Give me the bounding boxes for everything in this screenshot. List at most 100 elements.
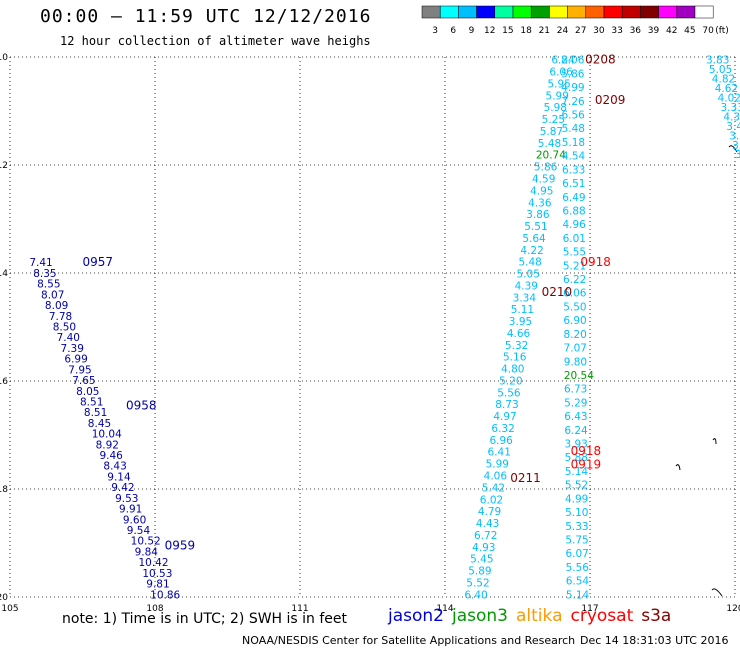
wave-height-value: 6.40 [464, 589, 487, 601]
wave-height-value: 6.43 [564, 411, 587, 423]
wave-height-value: 4.36 [528, 197, 552, 209]
scale-value: 9 [469, 26, 475, 36]
pass-time-label: 0918 [571, 444, 602, 458]
wave-height-value: 10.42 [138, 557, 168, 569]
wave-height-value: 10.53 [142, 568, 172, 580]
wave-height-value: 5.11 [511, 304, 534, 316]
wave-height-value: 9.53 [115, 493, 138, 505]
pass-time-label: 0918 [580, 255, 611, 269]
scale-value: 3 [432, 26, 438, 36]
wave-height-value: 7.41 [29, 257, 52, 269]
wave-height-value: 6.32 [491, 423, 514, 435]
wave-height-value: 5.99 [486, 459, 509, 471]
wave-height-value: 9.80 [564, 356, 587, 368]
wave-height-value: 4.99 [565, 493, 588, 505]
wave-height-value: 6.22 [563, 274, 586, 286]
wave-height-value: 4.54 [562, 151, 586, 163]
wave-height-value: 5.52 [565, 480, 588, 492]
legend-item-s3a: s3a [641, 606, 672, 626]
pass-time-label: 0210 [542, 285, 573, 299]
wave-height-value: 3.33 [721, 102, 740, 114]
wave-height-value: 5.10 [565, 507, 588, 519]
y-tick-label: 10 [0, 53, 8, 63]
wave-height-value: 8.92 [96, 439, 119, 451]
wave-height-value: 5.75 [565, 534, 588, 546]
wave-height-value: 6.56 [561, 110, 585, 122]
wave-height-value: 4.02 [718, 93, 740, 105]
wave-height-value: 5.88 [565, 452, 588, 464]
wave-height-value: 6.06 [563, 288, 587, 300]
wave-height-value: 5.95 [547, 78, 570, 90]
scale-value: 30 [593, 26, 605, 36]
legend-item-cryosat: cryosat [570, 606, 634, 626]
wave-height-value: 6.49 [562, 192, 585, 204]
wave-height-value: 4.96 [562, 219, 586, 231]
scale-swatch [694, 5, 714, 19]
pass-time-label: 0959 [165, 539, 196, 553]
wave-height-value: 6.24 [551, 55, 575, 67]
coast-fragment [712, 438, 717, 445]
pass-time-label: 0957 [83, 255, 114, 269]
wave-height-value: 8.51 [80, 396, 103, 408]
pass-time-label: 0209 [595, 93, 626, 107]
scale-value: 70 [702, 26, 714, 36]
wave-height-value: 5.14 [565, 466, 589, 478]
wave-height-value: 6.24 [564, 425, 588, 437]
wave-height-value: 5.20 [499, 375, 522, 387]
wave-height-value: 5.18 [562, 137, 585, 149]
wave-height-value: 7.39 [61, 343, 84, 355]
wave-height-value: 7.65 [72, 375, 95, 387]
wave-height-value: 8.06 [561, 55, 585, 67]
wave-height-value: 9.54 [127, 525, 151, 537]
wave-height-value: 6.54 [566, 576, 590, 588]
legend-item-jason3: jason3 [452, 606, 508, 626]
wave-height-value: 4.43 [476, 518, 499, 530]
color-scale-bar: 3 6 9 12 15 18 21 24 27 30 33 36 39 42 45 70 (ft) [421, 5, 729, 36]
wave-height-value: 4.97 [493, 411, 516, 423]
wave-height-value: 5.05 [709, 64, 732, 76]
wave-height-value: 20.54 [564, 370, 594, 382]
wave-height-value: 5.14 [566, 589, 590, 601]
pass-time-label: 0919 [571, 458, 602, 472]
wave-height-value: 4.66 [507, 328, 531, 340]
wave-height-value: 4.39 [515, 280, 538, 292]
wave-height-value: 9.46 [99, 450, 123, 462]
wave-height-value: 5.29 [564, 397, 587, 409]
wave-height-value: 7.07 [564, 343, 587, 355]
wave-height-value: 4.99 [561, 82, 584, 94]
wave-height-value: 5.45 [470, 554, 493, 566]
wave-height-value: 10.04 [92, 429, 122, 441]
wave-height-value: 6.01 [563, 233, 586, 245]
coast-fragment [728, 145, 738, 153]
y-tick-label: 20 [0, 593, 8, 603]
wave-height-value: 6.41 [488, 447, 511, 459]
scale-value: 42 [666, 26, 677, 36]
wave-height-value: 4.95 [530, 185, 553, 197]
wave-height-value: 5.32 [505, 340, 528, 352]
wave-height-value: 5.48 [538, 138, 561, 150]
x-tick-label: 111 [291, 604, 308, 614]
legend-item-altika: altika [516, 606, 563, 626]
wave-height-value: 8.45 [88, 418, 111, 430]
scale-value: 15 [502, 26, 513, 36]
x-tick-label: 120 [726, 604, 740, 614]
wave-height-value: 9.81 [146, 579, 169, 591]
wave-height-value: 6.96 [489, 435, 513, 447]
wave-height-value: 6.99 [64, 354, 87, 366]
wave-height-value: 8.35 [33, 268, 56, 280]
legend-item-jason2: jason2 [388, 606, 444, 626]
wave-height-value: 4.22 [520, 245, 543, 257]
wave-height-value: 8.07 [41, 289, 64, 301]
wave-height-value: 6.51 [562, 178, 585, 190]
x-tick-label: 117 [581, 604, 598, 614]
wave-height-value: 5.99 [546, 90, 569, 102]
x-tick-label: 105 [1, 604, 18, 614]
scale-value: 21 [539, 26, 550, 36]
wave-height-value: 3.86 [526, 209, 550, 221]
wave-height-value: 6.33 [562, 164, 585, 176]
wave-height-value: 5.89 [468, 566, 491, 578]
y-tick-label: 16 [0, 377, 8, 387]
wave-height-value: 9.91 [119, 504, 142, 516]
wave-height-value: 4.06 [484, 471, 508, 483]
wave-height-value: 6.07 [565, 548, 588, 560]
